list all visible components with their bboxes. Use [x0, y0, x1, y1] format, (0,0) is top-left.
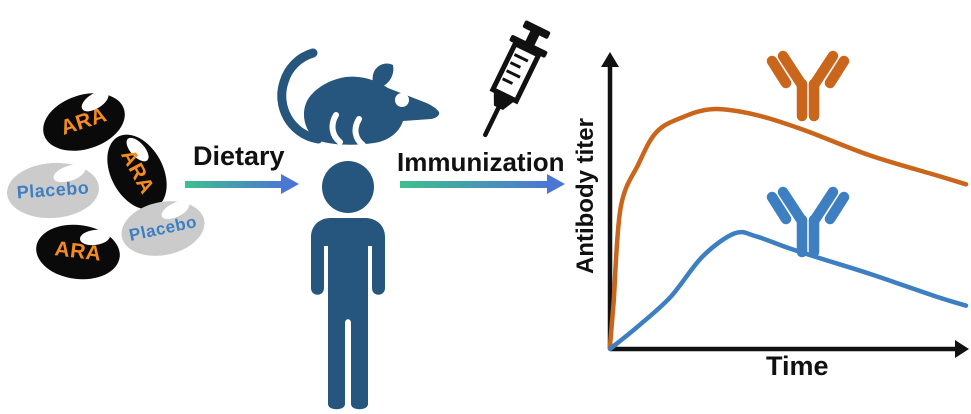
syringe-flange — [509, 35, 548, 58]
arrow-shaft — [400, 180, 547, 188]
y-axis-arrow-icon — [601, 52, 619, 67]
syringe-tick — [513, 53, 529, 63]
y-axis-label: Antibody titer — [572, 118, 599, 274]
syringe-icon — [483, 20, 551, 138]
capsule-label: ARA — [53, 237, 103, 266]
immunization-arrow-icon — [400, 174, 565, 194]
person-body — [311, 218, 385, 410]
antibody-shape — [766, 50, 850, 122]
x-axis-arrow-icon — [955, 340, 969, 358]
arrow-head — [547, 174, 565, 194]
syringe-tick — [501, 77, 514, 85]
x-axis-label: Time — [766, 351, 829, 381]
syringe-barrel — [489, 40, 542, 105]
antibody-shape — [766, 186, 850, 258]
syringe-needle — [483, 104, 502, 138]
mouse-leg-line — [329, 112, 343, 145]
mouse-tail — [277, 48, 323, 144]
mouse-body — [303, 76, 440, 145]
antibody-icon-blue — [766, 186, 850, 258]
chart-curves — [607, 106, 969, 352]
dietary-arrow-icon — [185, 174, 299, 194]
curve-ara-group-antibody-titer — [607, 106, 969, 349]
mouse-icon — [277, 48, 440, 148]
antibody-icon-orange — [766, 50, 850, 122]
syringe-tick — [505, 69, 521, 79]
antibody-titer-chart — [601, 52, 969, 358]
immunization-label: Immunization — [397, 147, 565, 177]
curve-placebo-group-antibody-titer — [607, 229, 969, 352]
ara-capsule: ARA — [33, 220, 123, 284]
mouse-eye — [395, 93, 409, 107]
mouse-ear — [372, 63, 394, 87]
capsule-label: ARA — [57, 103, 110, 140]
capsule-label: Placebo — [16, 177, 90, 203]
syringe-tick — [509, 61, 522, 69]
mouse-leg-line — [352, 116, 366, 148]
syringe-plunger-cap — [522, 20, 551, 39]
person-icon — [311, 161, 385, 410]
syringe-group — [483, 20, 551, 138]
capsule-label: ARA — [116, 145, 159, 198]
person-head — [322, 161, 374, 213]
dietary-label: Dietary — [193, 141, 285, 171]
arrow-head — [281, 174, 299, 194]
arrow-shaft — [185, 180, 281, 188]
placebo-capsule: Placebo — [5, 159, 101, 222]
